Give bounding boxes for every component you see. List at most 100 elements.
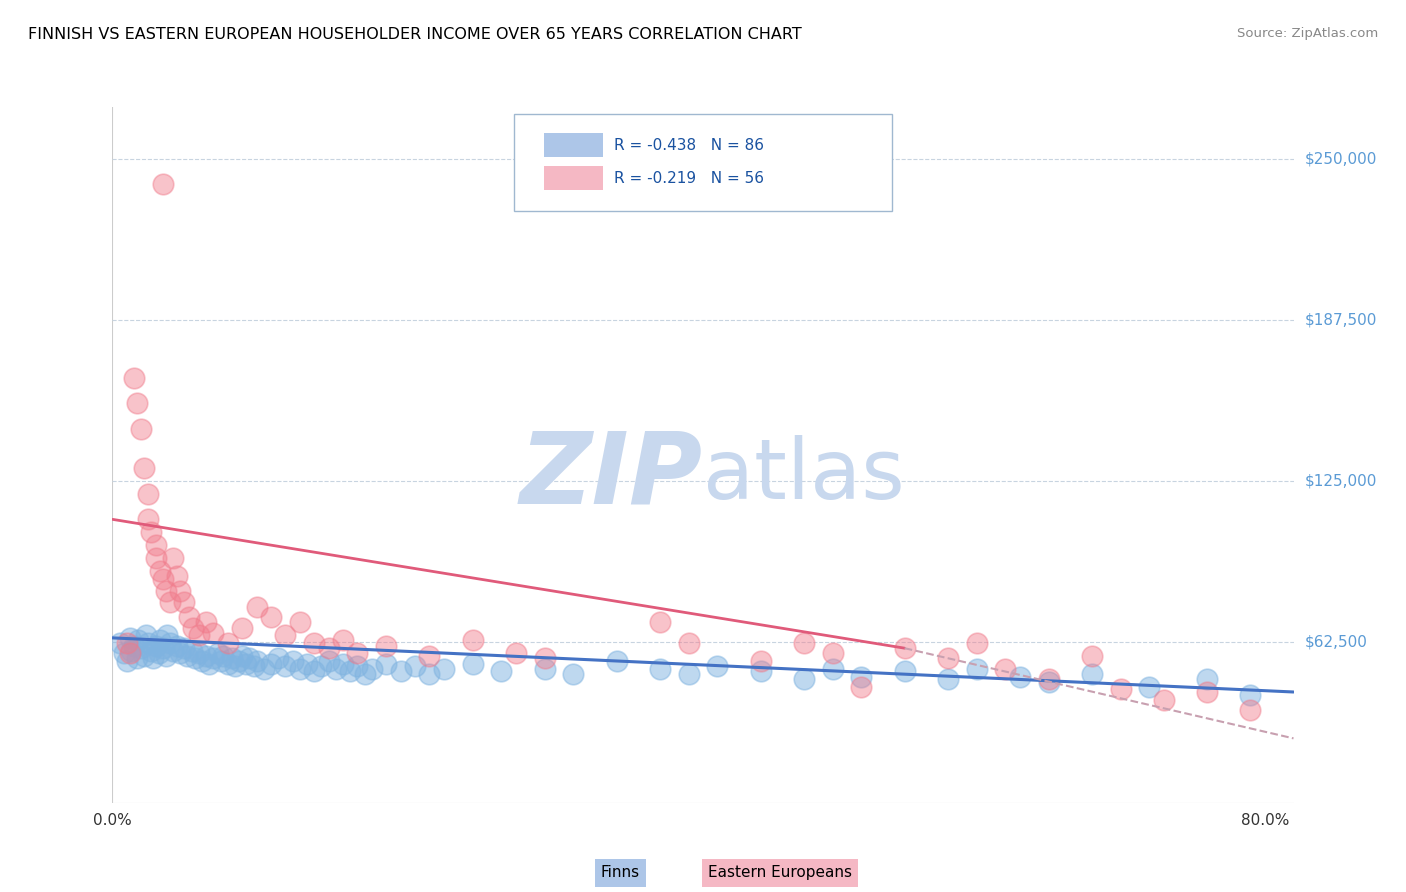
Point: [606, 654, 628, 668]
Point: [212, 648, 235, 663]
Point: [122, 370, 145, 384]
Text: $187,500: $187,500: [1305, 312, 1376, 327]
Point: [966, 662, 988, 676]
Point: [145, 551, 167, 566]
Point: [375, 657, 398, 671]
Point: [228, 654, 250, 668]
Point: [994, 662, 1017, 676]
Point: [1139, 680, 1161, 694]
Point: [389, 665, 412, 679]
Point: [288, 662, 311, 676]
Point: [152, 641, 174, 656]
Point: [648, 662, 671, 676]
Point: [235, 657, 257, 671]
Point: [129, 422, 152, 436]
Point: [418, 648, 440, 663]
Point: [173, 641, 195, 656]
Point: [851, 669, 873, 683]
Point: [562, 667, 585, 681]
Text: Eastern Europeans: Eastern Europeans: [707, 865, 852, 880]
Point: [706, 659, 728, 673]
Point: [332, 633, 354, 648]
Point: [318, 654, 340, 668]
Point: [318, 641, 340, 656]
Point: [125, 396, 148, 410]
Point: [245, 654, 267, 668]
Text: R = -0.219   N = 56: R = -0.219 N = 56: [614, 170, 765, 186]
Point: [1081, 667, 1104, 681]
Point: [198, 657, 221, 671]
Point: [893, 641, 915, 656]
Point: [142, 651, 165, 665]
Point: [491, 665, 513, 679]
Point: [209, 654, 232, 668]
Text: $62,500: $62,500: [1305, 634, 1368, 649]
Point: [224, 659, 246, 673]
Point: [195, 615, 218, 630]
Point: [166, 639, 188, 653]
Point: [115, 636, 138, 650]
Point: [177, 610, 200, 624]
Point: [149, 633, 172, 648]
Point: [339, 665, 361, 679]
Point: [311, 659, 333, 673]
Point: [162, 551, 184, 566]
Text: R = -0.438   N = 86: R = -0.438 N = 86: [614, 137, 765, 153]
Point: [648, 615, 671, 630]
Point: [678, 667, 700, 681]
Point: [1197, 672, 1219, 686]
Point: [217, 636, 239, 650]
Point: [120, 644, 142, 658]
Point: [346, 659, 368, 673]
Point: [302, 636, 325, 650]
Point: [149, 564, 172, 578]
Point: [169, 584, 191, 599]
Point: [187, 628, 209, 642]
Point: [533, 651, 555, 665]
Point: [1109, 682, 1132, 697]
Point: [1153, 692, 1175, 706]
Point: [145, 538, 167, 552]
Point: [202, 625, 225, 640]
Point: [267, 651, 290, 665]
Point: [749, 654, 772, 668]
Point: [505, 646, 527, 660]
Point: [122, 639, 145, 653]
Point: [1008, 669, 1031, 683]
Point: [274, 628, 297, 642]
Point: [180, 644, 202, 658]
Point: [115, 654, 138, 668]
Point: [260, 657, 283, 671]
Point: [1081, 648, 1104, 663]
Point: [195, 648, 218, 663]
Point: [176, 648, 198, 663]
Point: [281, 654, 304, 668]
Point: [346, 646, 368, 660]
Point: [1038, 672, 1060, 686]
Text: FINNISH VS EASTERN EUROPEAN HOUSEHOLDER INCOME OVER 65 YEARS CORRELATION CHART: FINNISH VS EASTERN EUROPEAN HOUSEHOLDER …: [28, 27, 801, 42]
Point: [118, 631, 141, 645]
Point: [166, 569, 188, 583]
Text: $125,000: $125,000: [1305, 473, 1376, 488]
Point: [155, 648, 177, 663]
Point: [183, 651, 205, 665]
Point: [118, 646, 141, 660]
Point: [127, 633, 149, 648]
Point: [260, 610, 283, 624]
Point: [112, 646, 135, 660]
Text: ZIP: ZIP: [520, 427, 703, 524]
Point: [461, 657, 484, 671]
Point: [821, 646, 844, 660]
Point: [353, 667, 375, 681]
FancyBboxPatch shape: [515, 114, 891, 211]
Point: [1239, 688, 1261, 702]
Point: [274, 659, 297, 673]
Point: [302, 665, 325, 679]
Point: [360, 662, 382, 676]
Point: [156, 628, 179, 642]
Point: [159, 636, 181, 650]
Point: [134, 648, 156, 663]
Point: [936, 651, 959, 665]
Point: [135, 628, 157, 642]
Point: [433, 662, 456, 676]
